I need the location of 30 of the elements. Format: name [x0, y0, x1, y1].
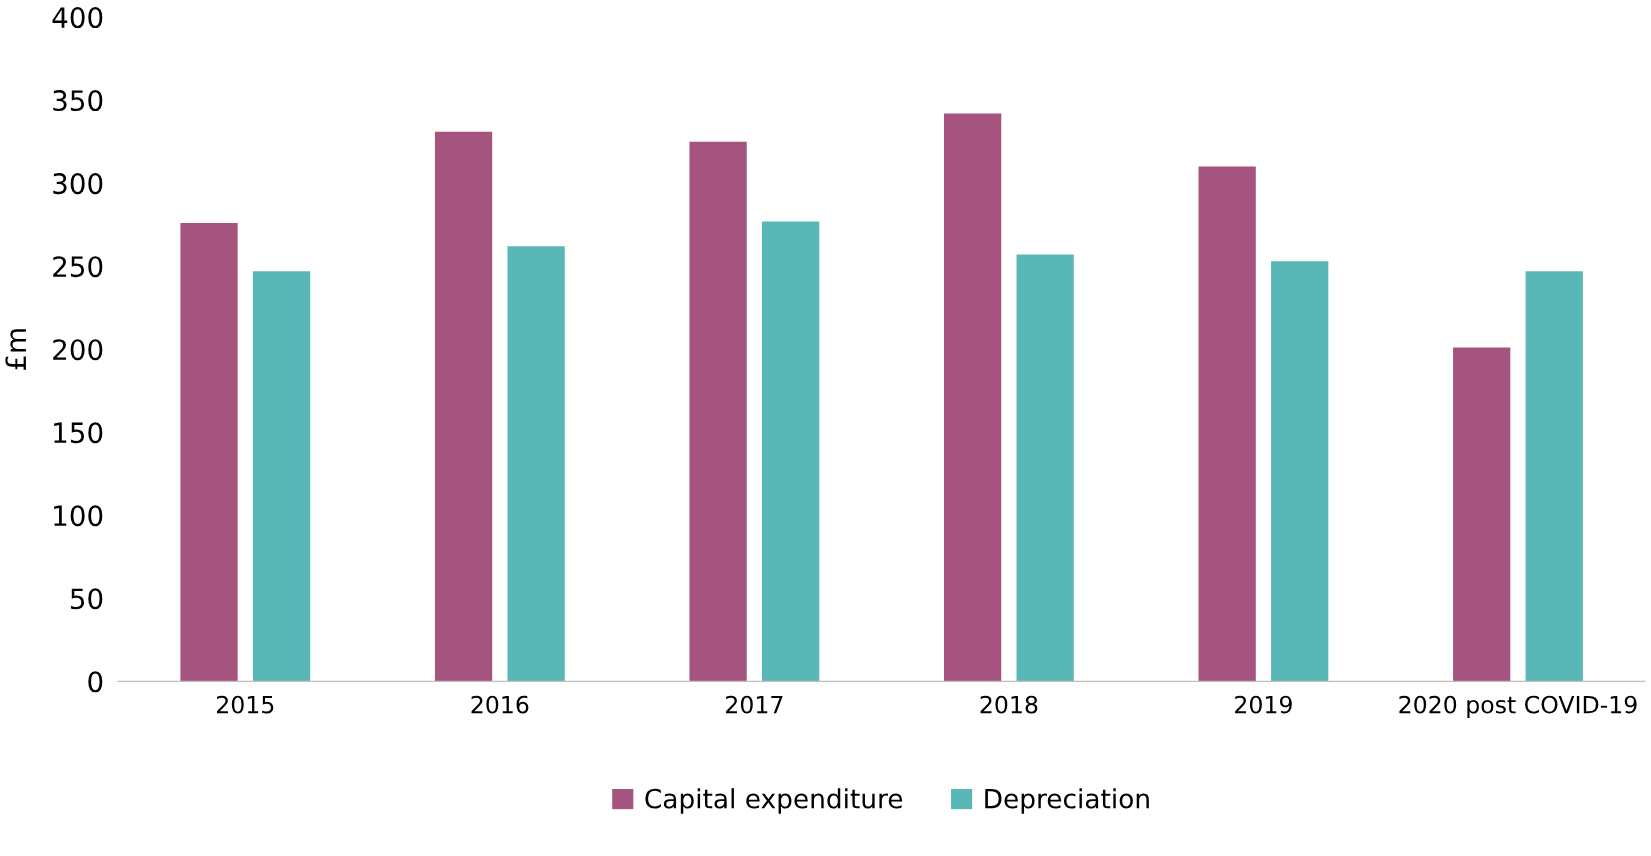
y-tick-label: 100: [54, 505, 103, 527]
y-tick-label: 400: [52, 7, 103, 29]
bar: [507, 246, 565, 682]
bar: [1016, 254, 1074, 682]
y-tick-label: 350: [53, 90, 103, 112]
legend-label: Depreciation: [985, 788, 1149, 814]
y-tick-label: 300: [53, 173, 103, 195]
y-tick-label: 0: [88, 671, 103, 693]
bar: [434, 131, 493, 682]
x-tick-label: 2019: [1235, 695, 1292, 714]
bar: [252, 271, 311, 682]
bar: [1271, 261, 1329, 682]
y-tick-label: 50: [70, 588, 103, 610]
x-tick-label: 2015: [217, 695, 274, 714]
x-tick-label: 2016: [471, 695, 529, 714]
bar: [762, 221, 820, 682]
bar: [943, 113, 1002, 682]
y-axis-title: £m: [5, 329, 26, 370]
y-tick-label: 150: [54, 422, 103, 444]
bar: [180, 223, 238, 682]
bar: [1198, 166, 1256, 682]
x-tick-label: 2018: [980, 695, 1038, 714]
x-tick-label: 2020 post COVID-19: [1399, 695, 1637, 719]
legend-label: Capital expenditure: [645, 788, 903, 814]
y-tick-label: 200: [53, 339, 103, 361]
bar: [1453, 347, 1511, 682]
x-tick-label: 2017: [726, 695, 783, 714]
bar: [1525, 271, 1583, 682]
y-tick-label: 250: [53, 256, 103, 278]
bar: [689, 141, 747, 682]
